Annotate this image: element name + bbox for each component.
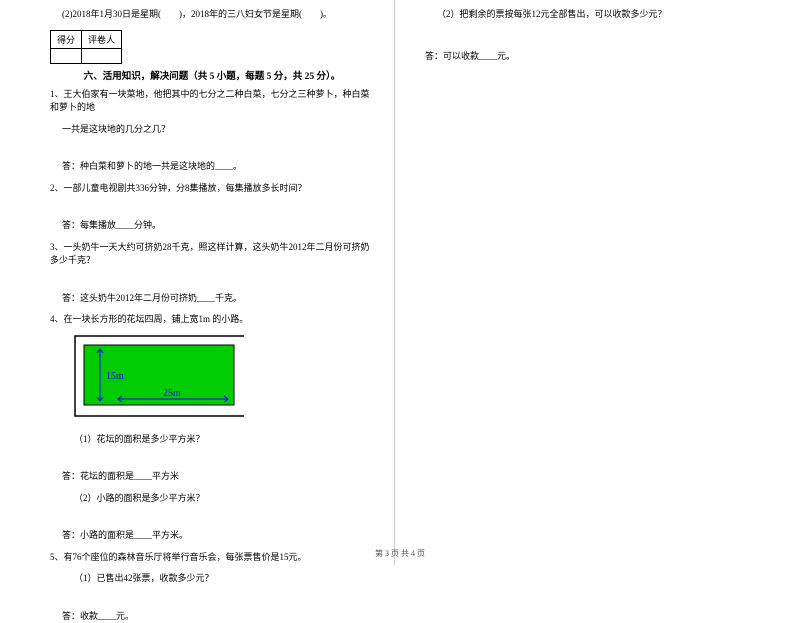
q5-sub2: （2）把剩余的票按每张12元全部售出，可以收款多少元？ xyxy=(425,8,770,22)
flowerbed-diagram: 15m 25m xyxy=(74,335,374,427)
left-column: (2)2018年1月30日是星期( )，2018年的三八妇女节是星期( )。 得… xyxy=(0,0,395,565)
q1-line1: 1、王大伯家有一块菜地，他把其中的七分之二种白菜，七分之三种萝卜，种白菜和萝卜的… xyxy=(50,88,374,115)
q4-sub2: （2）小路的面积是多少平方米？ xyxy=(50,492,374,506)
q3-answer: 答：这头奶牛2012年二月份可挤奶____千克。 xyxy=(50,292,374,306)
score-header-1: 得分 xyxy=(51,30,82,48)
q4-sub1: （1）花坛的面积是多少平方米？ xyxy=(50,433,374,447)
q4: 4、在一块长方形的花坛四周，铺上宽1m 的小路。 xyxy=(50,313,374,327)
q4-sub1-answer: 答：花坛的面积是____平方米 xyxy=(50,470,374,484)
q2: 2、一部儿童电视剧共336分钟，分8集播放，每集播放多长时间？ xyxy=(50,182,374,196)
q3: 3、一头奶牛一天大约可挤奶28千克，照这样计算，这头奶牛2012年二月份可挤奶多… xyxy=(50,241,374,268)
svg-text:25m: 25m xyxy=(163,388,181,399)
score-table: 得分 评卷人 xyxy=(50,30,122,64)
q1-answer: 答：种白菜和萝卜的地一共是这块地的____。 xyxy=(50,160,374,174)
section-6-title: 六、活用知识，解决问题（共 5 小题，每题 5 分，共 25 分）。 xyxy=(50,68,374,82)
q5-sub1-answer: 答：收款____元。 xyxy=(50,610,374,623)
q5-sub2-answer: 答：可以收款____元。 xyxy=(425,50,770,64)
svg-text:15m: 15m xyxy=(106,371,124,382)
score-header-2: 评卷人 xyxy=(82,30,122,48)
q1-line2: 一共是这块地的几分之几？ xyxy=(50,123,374,137)
q4-sub2-answer: 答：小路的面积是____平方米。 xyxy=(50,529,374,543)
right-column: （2）把剩余的票按每张12元全部售出，可以收款多少元？ 答：可以收款____元。 xyxy=(395,0,790,565)
q5-sub1: （1）已售出42张票，收款多少元？ xyxy=(50,572,374,586)
prior-question-2: (2)2018年1月30日是星期( )，2018年的三八妇女节是星期( )。 xyxy=(50,8,374,22)
score-cell-2 xyxy=(82,48,122,63)
score-cell-1 xyxy=(51,48,82,63)
q2-answer: 答：每集播放____分钟。 xyxy=(50,219,374,233)
page-footer: 第 3 页 共 4 页 xyxy=(0,548,800,559)
